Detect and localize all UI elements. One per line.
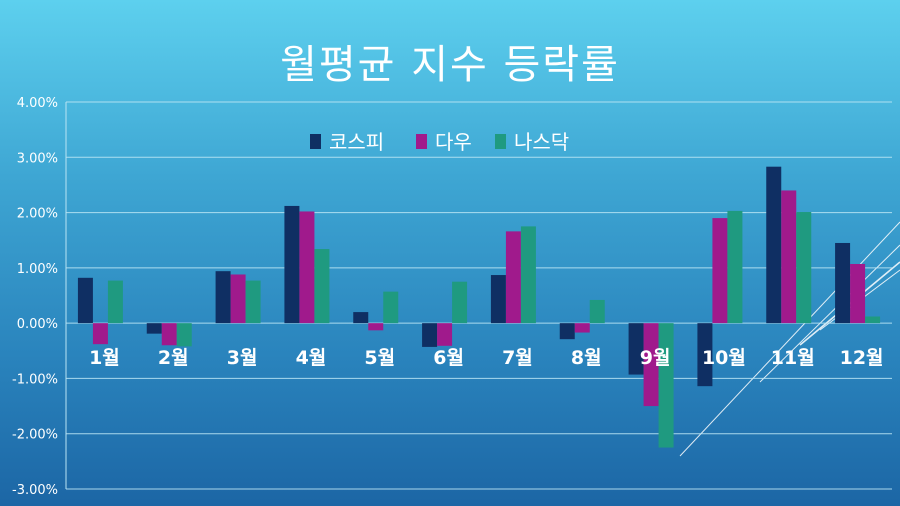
y-tick-label: 4.00% <box>17 96 58 111</box>
bar-나스닥-7월 <box>520 226 536 324</box>
gridlines <box>65 101 892 490</box>
bar-코스피-6월 <box>422 323 438 347</box>
bar-나스닥-11월 <box>796 212 812 324</box>
category-label: 2월 <box>158 347 189 369</box>
legend-label: 나스닥 <box>514 130 569 154</box>
bar-다우-4월 <box>299 211 315 324</box>
decorative-line <box>679 221 900 457</box>
category-label: 10월 <box>702 347 746 369</box>
y-tick-label: 0.00% <box>17 317 58 332</box>
y-tick-label: -2.00% <box>12 428 58 443</box>
category-label: 1월 <box>89 347 120 369</box>
bar-다우-7월 <box>505 231 521 324</box>
y-tick-label: 3.00% <box>17 151 58 166</box>
category-label: 4월 <box>296 347 327 369</box>
legend-swatch <box>495 134 506 149</box>
bar-나스닥-4월 <box>314 249 330 324</box>
legend-label: 코스피 <box>329 130 384 154</box>
bar-나스닥-3월 <box>245 280 261 324</box>
y-tick-label: 1.00% <box>17 262 58 277</box>
chart-title: 월평균 지수 등락률 <box>280 42 620 88</box>
y-tick-label: -3.00% <box>12 483 58 498</box>
bar-다우-3월 <box>230 274 246 324</box>
y-axis-ticks: -3.00% -2.00% -1.00% 0.00% 1.00% 2.00% 3.00% 4.… <box>12 96 58 498</box>
bar-코스피-12월 <box>835 242 851 324</box>
legend-label: 다우 <box>435 130 472 154</box>
legend: 코스피 다우 나스닥 <box>310 130 569 154</box>
bar-나스닥-6월 <box>452 281 468 324</box>
category-label: 9월 <box>640 347 671 369</box>
legend-swatch <box>310 134 321 149</box>
bar-다우-5월 <box>368 323 384 331</box>
bar-코스피-2월 <box>146 323 162 334</box>
bar-코스피-4월 <box>284 205 300 324</box>
category-label: 12월 <box>840 347 884 369</box>
bar-다우-6월 <box>437 323 453 346</box>
bar-코스피-1월 <box>77 277 93 324</box>
bar-다우-10월 <box>712 218 728 324</box>
bar-나스닥-10월 <box>727 210 743 324</box>
bar-나스닥-2월 <box>176 323 192 347</box>
bar-나스닥-12월 <box>865 316 881 324</box>
category-label: 5월 <box>364 347 395 369</box>
bar-다우-1월 <box>92 323 108 345</box>
bar-나스닥-9월 <box>658 323 674 448</box>
bars <box>77 166 881 448</box>
category-label: 11월 <box>771 347 815 369</box>
y-tick-label: 2.00% <box>17 207 58 222</box>
y-tick-label: -1.00% <box>12 372 58 387</box>
bar-다우-8월 <box>574 323 590 333</box>
bar-코스피-5월 <box>353 312 369 324</box>
category-label: 3월 <box>227 347 258 369</box>
bar-나스닥-5월 <box>383 291 399 324</box>
category-labels: 1월 2월 3월 4월 5월 6월 7월 8월 9월 10월 11월 12월 <box>89 347 883 369</box>
bar-코스피-9월 <box>628 323 644 375</box>
bar-다우-11월 <box>781 190 797 324</box>
bar-코스피-11월 <box>766 166 782 324</box>
bar-다우-2월 <box>161 323 177 346</box>
bar-나스닥-1월 <box>107 280 123 324</box>
bar-나스닥-8월 <box>589 299 605 324</box>
bar-코스피-10월 <box>697 323 713 387</box>
category-label: 8월 <box>571 347 602 369</box>
bar-다우-12월 <box>850 263 866 324</box>
bar-코스피-7월 <box>490 275 506 324</box>
bar-코스피-8월 <box>559 323 575 340</box>
bar-다우-9월 <box>643 323 659 407</box>
legend-swatch <box>416 134 427 149</box>
category-label: 7월 <box>502 347 533 369</box>
bar-코스피-3월 <box>215 271 231 324</box>
category-label: 6월 <box>433 347 464 369</box>
